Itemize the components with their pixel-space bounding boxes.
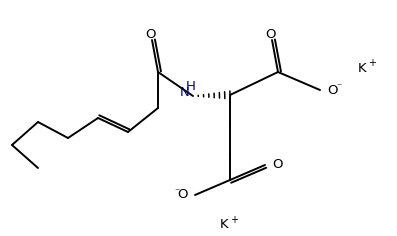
Text: O: O [146,29,156,42]
Text: N: N [180,87,190,100]
Text: K: K [358,62,366,75]
Text: +: + [230,215,238,225]
Text: +: + [368,58,376,68]
Text: K: K [220,219,229,232]
Text: O: O [266,29,276,42]
Text: H: H [186,80,196,93]
Text: O: O [327,84,337,97]
Text: O: O [272,159,283,172]
Text: ⁻: ⁻ [336,82,341,92]
Text: ⁻: ⁻ [174,187,179,197]
Text: O: O [177,189,188,202]
